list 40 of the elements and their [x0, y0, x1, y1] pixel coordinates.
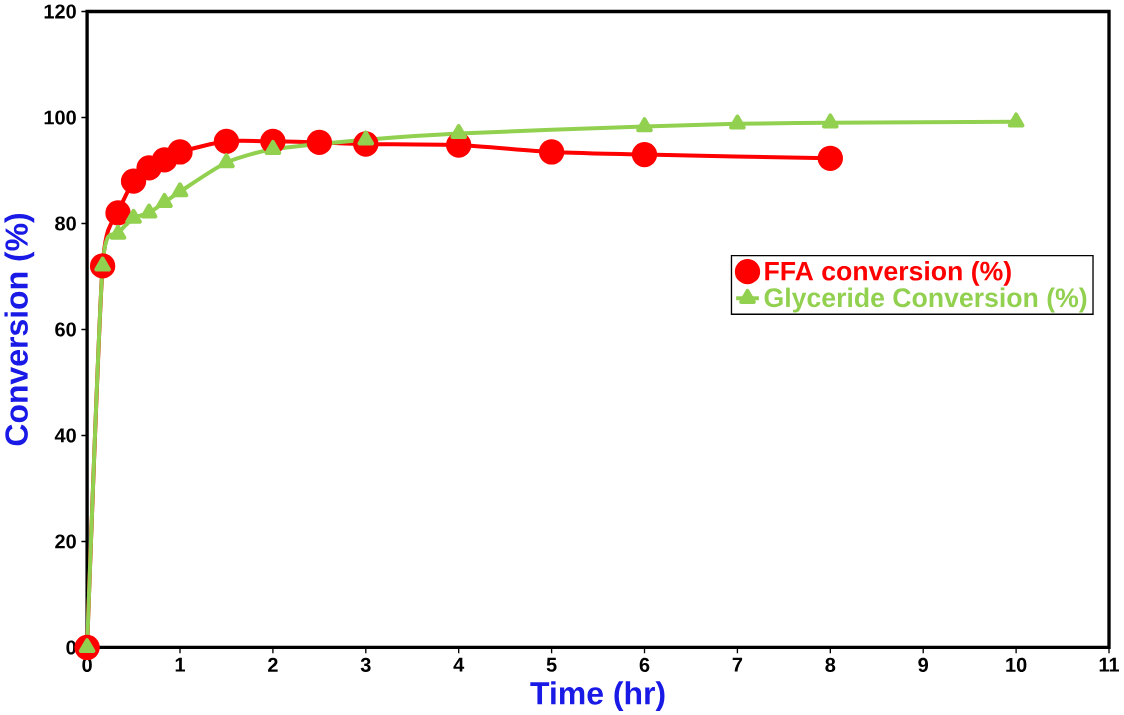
- y-tick-label: 80: [55, 216, 76, 231]
- point: [631, 141, 658, 168]
- y-tick-label: 20: [55, 534, 76, 549]
- point: [821, 113, 839, 129]
- point: [729, 114, 746, 130]
- x-tick-label: 9: [918, 657, 929, 672]
- y-tick-label: 100: [44, 110, 76, 125]
- legend-label: Glyceride Conversion (%): [764, 287, 1087, 313]
- x-tick-label: 6: [639, 657, 650, 672]
- point: [817, 145, 843, 171]
- point: [171, 182, 189, 198]
- point: [109, 224, 127, 240]
- point: [140, 203, 158, 219]
- point: [167, 139, 193, 165]
- point: [306, 129, 333, 155]
- x-tick-label: 8: [825, 657, 836, 672]
- point: [125, 208, 142, 224]
- y-tick-label: 120: [44, 4, 76, 19]
- y-axis-title: Conversion (%): [4, 213, 35, 446]
- point: [450, 123, 468, 139]
- point: [156, 192, 173, 208]
- x-axis-title: Time (hr): [530, 680, 665, 711]
- x-tick-label: 11: [1099, 657, 1120, 672]
- legend-label: FFA conversion (%): [765, 260, 1011, 286]
- point: [105, 200, 131, 226]
- point: [218, 153, 235, 169]
- x-tick-label: 3: [360, 657, 371, 672]
- point: [538, 139, 565, 165]
- point: [636, 116, 653, 132]
- x-tick-label: 4: [453, 657, 465, 672]
- x-tick-label: 5: [546, 657, 557, 672]
- point: [213, 128, 240, 154]
- y-tick-label: 40: [54, 428, 76, 443]
- x-tick-label: 1: [175, 657, 185, 672]
- x-tick-label: 7: [732, 657, 743, 672]
- y-tick-label: 60: [55, 322, 76, 337]
- point: [120, 168, 147, 194]
- point: [1007, 112, 1025, 128]
- x-tick-label: 10: [1006, 657, 1027, 672]
- x-tick-label: 2: [268, 657, 278, 672]
